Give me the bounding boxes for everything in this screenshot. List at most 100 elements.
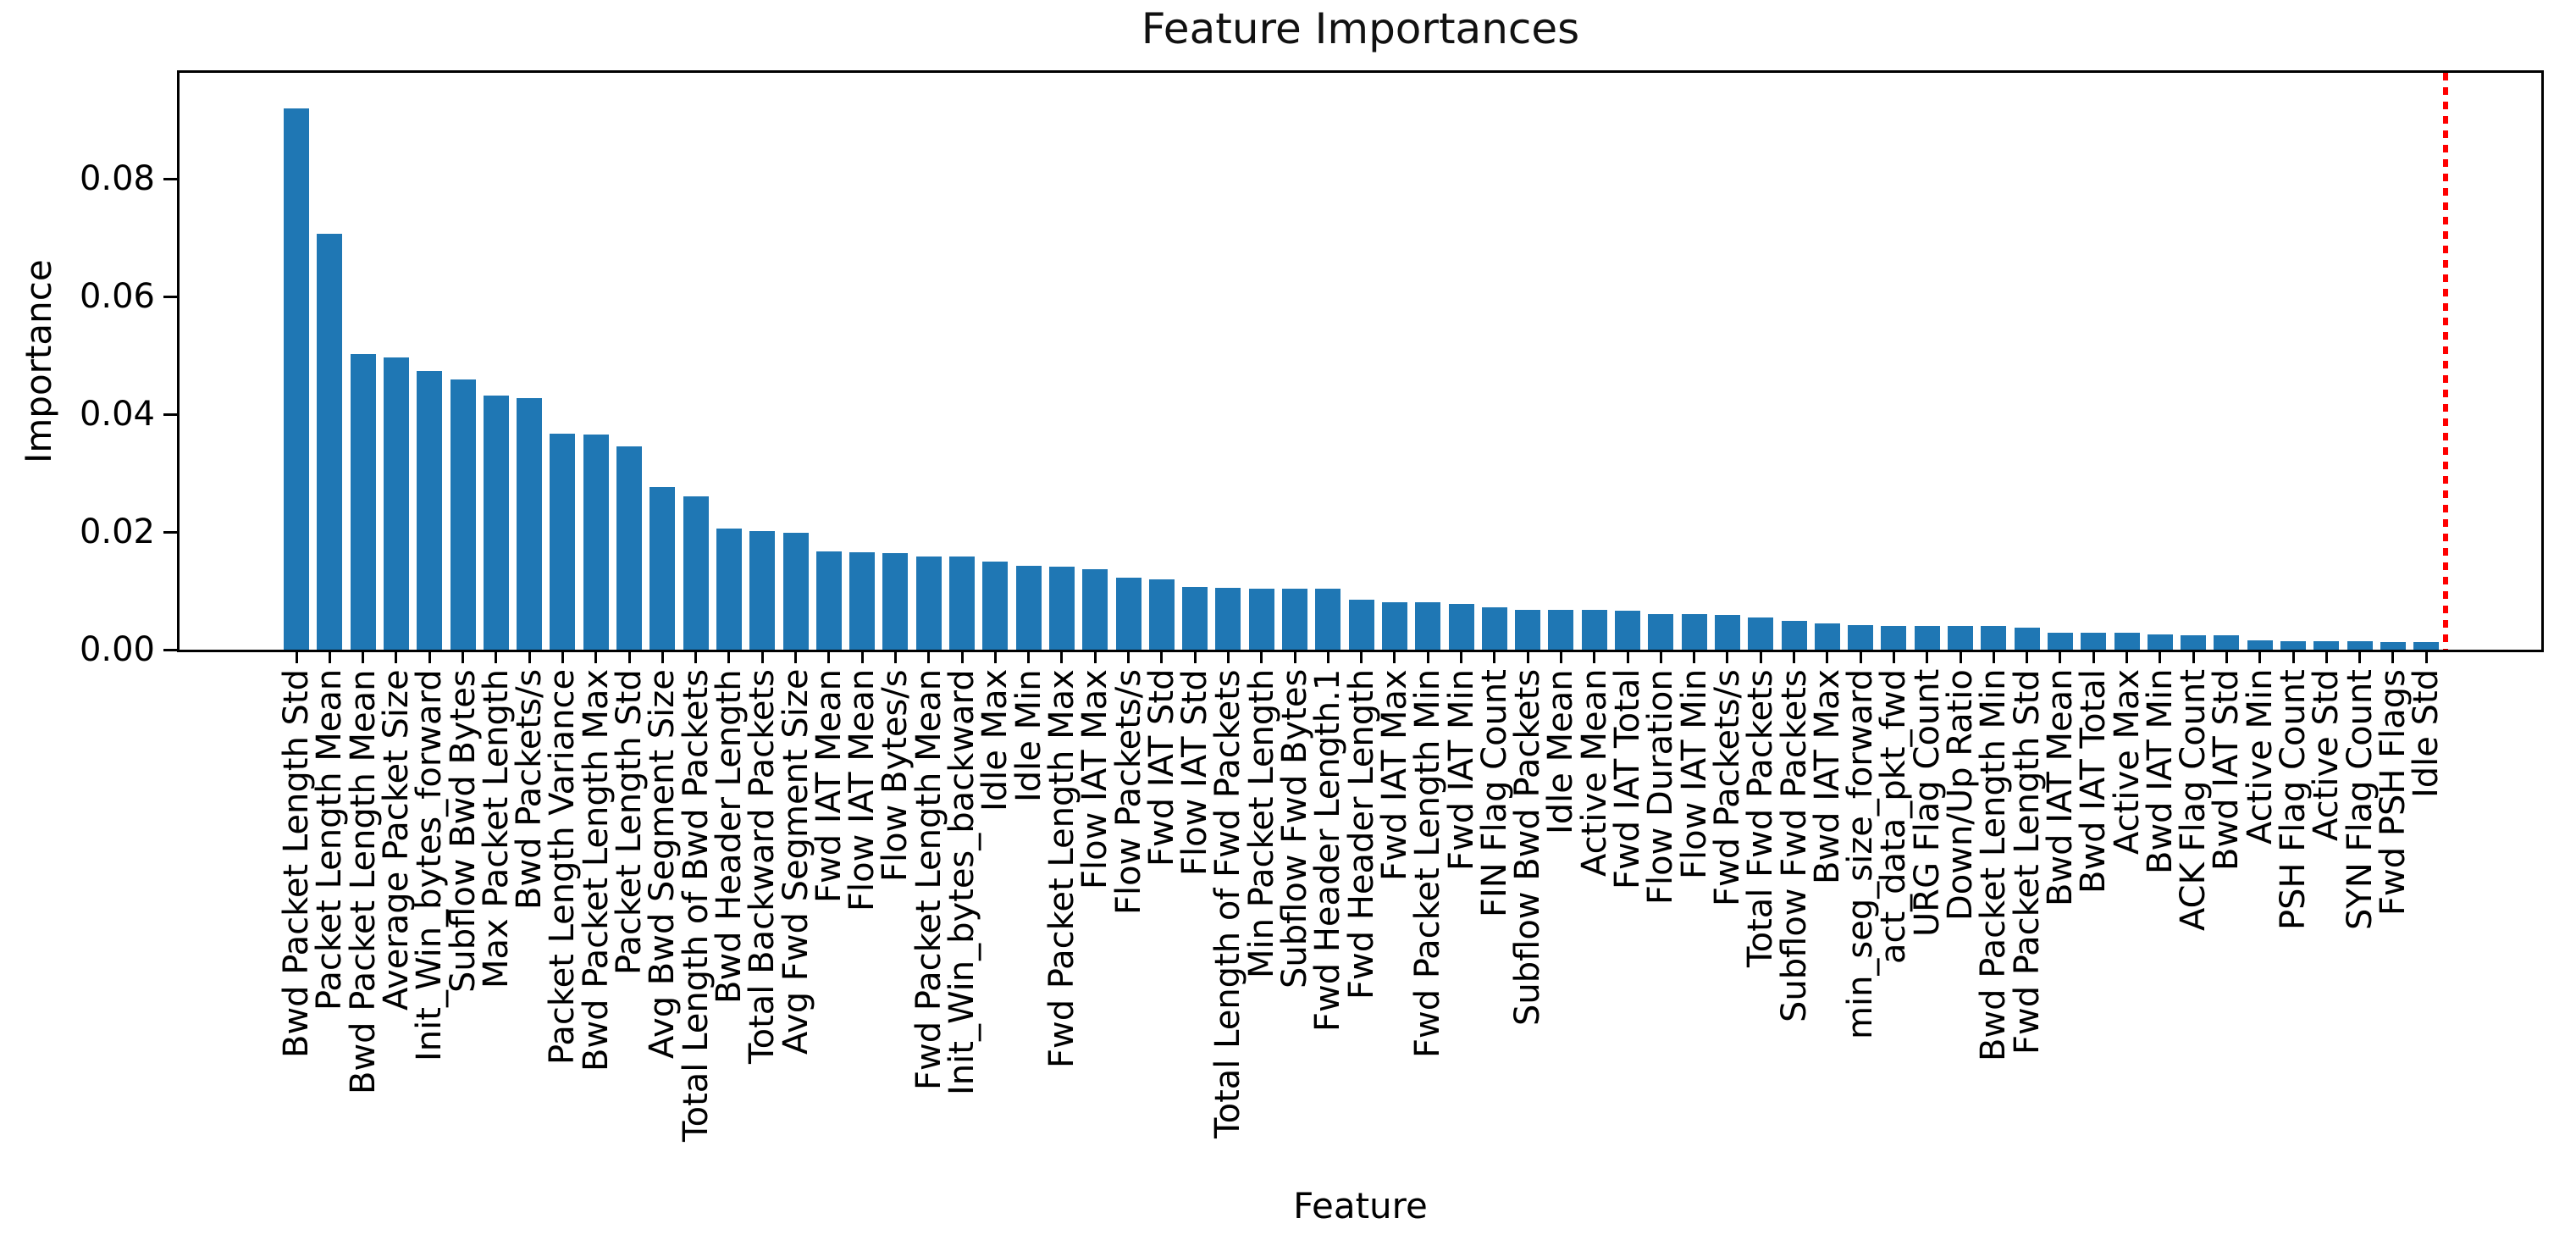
x-tick-label: PSH Flag Count (2274, 669, 2313, 930)
bar (1082, 569, 1108, 650)
x-tick-label: Flow IAT Std (1175, 669, 1215, 876)
x-tick-label: Packet Length Std (610, 669, 649, 975)
x-tick-label: Total Fwd Packets (1741, 669, 1781, 967)
x-tick-label: Bwd Packet Length Mean (343, 669, 383, 1094)
x-tick-mark (827, 650, 831, 663)
bar (1415, 602, 1441, 650)
x-tick-mark (1892, 650, 1895, 663)
bar (417, 371, 443, 650)
x-tick-mark (1759, 650, 1762, 663)
x-tick-label: Bwd IAT Total (2074, 669, 2114, 894)
x-tick-mark (1326, 650, 1329, 663)
x-tick-mark (1226, 650, 1230, 663)
x-tick-mark (1959, 650, 1962, 663)
x-tick-label: Active Max (2107, 669, 2147, 856)
x-tick-mark (1826, 650, 1829, 663)
x-tick-label: Init_Win_bytes_backward (943, 669, 981, 1095)
x-tick-mark (2424, 650, 2428, 663)
x-tick-mark (2092, 650, 2095, 663)
bar (1814, 623, 1840, 650)
x-tick-label: act_data_pkt_fwd (1874, 669, 1914, 965)
bar (1948, 626, 1973, 650)
x-tick-mark (694, 650, 698, 663)
bar (2181, 635, 2207, 650)
bar (1681, 614, 1707, 650)
x-tick-label: Packet Length Mean (310, 669, 350, 1011)
x-tick-mark (395, 650, 398, 663)
x-tick-mark (727, 650, 731, 663)
x-tick-label: ACK Flag Count (2174, 669, 2214, 932)
x-tick-label: Bwd IAT Max (1807, 669, 1847, 885)
x-tick-mark (1193, 650, 1197, 663)
bar (350, 354, 376, 650)
x-axis-label: Feature (1293, 1185, 1428, 1227)
x-tick-mark (1093, 650, 1097, 663)
bar (383, 357, 409, 650)
x-tick-label: Idle Mean (1541, 669, 1581, 834)
x-tick-label: Subflow Bwd Packets (1508, 669, 1548, 1027)
x-tick-label: Avg Fwd Segment Size (776, 669, 815, 1055)
bar (1248, 589, 1274, 650)
bar (1348, 600, 1374, 650)
x-tick-label: Bwd Header Length (709, 669, 749, 1004)
x-tick-mark (2358, 650, 2362, 663)
bar (1381, 602, 1407, 650)
x-tick-label: Bwd Packets/s (510, 669, 550, 911)
x-tick-label: URG Flag Count (1907, 669, 1947, 938)
x-tick-mark (1460, 650, 1462, 663)
x-tick-mark (1793, 650, 1795, 663)
bar (483, 396, 509, 650)
bar (616, 446, 642, 650)
x-tick-label: Fwd Header Length.1 (1308, 669, 1348, 1033)
x-tick-label: Fwd IAT Min (1441, 669, 1481, 872)
x-tick-mark (927, 650, 931, 663)
x-tick-mark (1526, 650, 1529, 663)
bar (1981, 626, 2007, 650)
bar (2014, 628, 2040, 650)
y-tick-mark (163, 413, 177, 416)
x-tick-label: Average Packet Size (376, 669, 416, 1011)
x-tick-label: Fwd Packet Length Std (2007, 669, 2047, 1055)
x-tick-label: Fwd Packet Length Min (1408, 669, 1448, 1059)
x-tick-label: Bwd Packet Length Std (277, 669, 316, 1058)
bar (650, 487, 676, 650)
x-tick-label: Idle Max (976, 669, 1015, 812)
y-tick-mark (163, 295, 177, 298)
y-tick-mark (163, 530, 177, 534)
bar (1282, 589, 1307, 650)
bar (949, 557, 975, 650)
x-tick-mark (2059, 650, 2062, 663)
x-tick-label: Fwd IAT Std (1142, 669, 1181, 867)
bar (1781, 621, 1807, 650)
x-tick-label: Min Packet Length (1241, 669, 1281, 979)
x-tick-mark (1060, 650, 1064, 663)
x-tick-mark (1726, 650, 1729, 663)
x-tick-label: Idle Std (2407, 669, 2446, 799)
x-tick-label: Active Mean (1574, 669, 1614, 878)
bar (849, 552, 876, 650)
bar (2047, 633, 2073, 650)
bar (982, 562, 1009, 650)
y-tick-label: 0.08 (79, 159, 155, 199)
x-tick-mark (2291, 650, 2295, 663)
x-tick-mark (2391, 650, 2395, 663)
bar (1648, 614, 1674, 650)
bar (1148, 579, 1175, 650)
x-tick-label: Subflow Fwd Packets (1774, 669, 1814, 1022)
bar (284, 108, 309, 650)
bar (1581, 610, 1607, 650)
x-tick-label: Active Std (2307, 669, 2347, 841)
bar (2280, 641, 2306, 650)
x-tick-mark (993, 650, 997, 663)
x-tick-label: Bwd IAT Mean (2040, 669, 2080, 907)
y-tick-mark (163, 648, 177, 651)
x-tick-label: Flow IAT Max (1075, 669, 1115, 889)
bar (2380, 642, 2406, 650)
x-tick-label: Bwd Packet Length Max (576, 669, 616, 1072)
x-tick-mark (1360, 650, 1363, 663)
bar (815, 551, 842, 650)
x-tick-label: Total Length of Fwd Packets (1208, 669, 1248, 1138)
x-tick-mark (1293, 650, 1296, 663)
bar (1515, 610, 1541, 650)
bar (1182, 587, 1208, 650)
